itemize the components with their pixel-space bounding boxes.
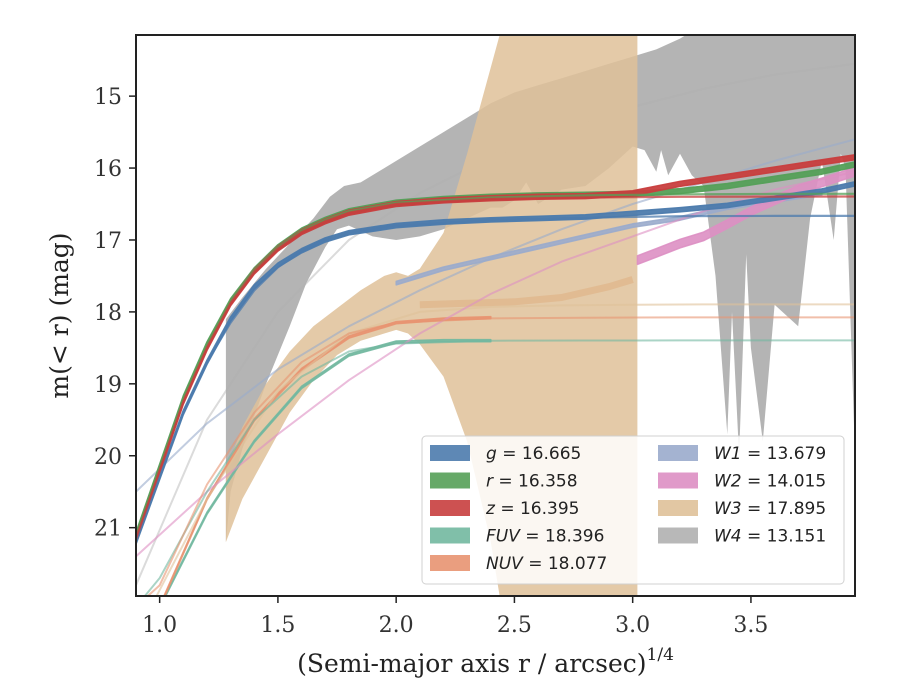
legend-label-nuv: NUV = 18.077 bbox=[486, 554, 607, 574]
legend-label-w2: W2 = 14.015 bbox=[714, 472, 826, 492]
fit-line-nuv bbox=[146, 316, 855, 596]
legend-box bbox=[421, 435, 845, 585]
x-axis-title: (Semi-major axis r / arcsec)1/4 bbox=[297, 645, 674, 678]
x-tick-label: 1.5 bbox=[260, 613, 295, 638]
x-tick-label: 3.0 bbox=[615, 613, 650, 638]
fit-line-w3 bbox=[155, 303, 855, 596]
fit-line-fuv bbox=[143, 339, 855, 596]
legend-swatch-w4 bbox=[658, 527, 698, 544]
legend-swatch-w3 bbox=[658, 500, 698, 516]
y-tick-label: 15 bbox=[94, 85, 122, 110]
legend-label-name: NUV bbox=[486, 554, 524, 574]
legend-label-value: = 16.395 bbox=[495, 499, 580, 519]
legend-label-value: = 13.679 bbox=[742, 444, 827, 464]
legend-label-w4: W4 = 13.151 bbox=[714, 527, 826, 547]
y-tick-label: 18 bbox=[94, 301, 122, 326]
legend-label-z: z = 16.395 bbox=[485, 499, 579, 519]
legend-swatch-fuv bbox=[430, 527, 470, 544]
legend-label-name: r bbox=[486, 472, 494, 492]
fit-line-z bbox=[136, 195, 855, 539]
legend-label-value: = 16.665 bbox=[497, 444, 582, 464]
legend-label-r: r = 16.358 bbox=[486, 472, 578, 492]
legend-swatch-z bbox=[430, 500, 470, 516]
legend-label-value: = 17.895 bbox=[742, 499, 827, 519]
legend-label-name: W3 bbox=[714, 499, 742, 519]
legend-label-name: W2 bbox=[714, 472, 742, 492]
axes: 1.0 1.5 2.0 2.5 3.0 3.5 15 16 17 18 19 20 21 (Semi-ma… bbox=[45, 34, 856, 678]
x-tick-label: 2.0 bbox=[379, 613, 414, 638]
legend-label-name: W4 bbox=[714, 527, 742, 547]
x-tick-label: 2.5 bbox=[497, 613, 532, 638]
x-axis-title-main: (Semi-major axis r / arcsec) bbox=[297, 649, 646, 678]
legend-swatch-w2 bbox=[658, 472, 698, 489]
legend-swatch-r bbox=[430, 472, 470, 489]
legend-label-value: = 16.358 bbox=[493, 472, 578, 492]
legend-swatch-nuv bbox=[430, 555, 470, 571]
x-tick-label: 1.0 bbox=[142, 613, 177, 638]
x-tick-label: 3.5 bbox=[733, 613, 768, 638]
legend-label-name: W1 bbox=[714, 444, 742, 464]
legend-label-value: = 14.015 bbox=[742, 472, 827, 492]
band-w4 bbox=[225, 35, 855, 543]
legend-label-name: z bbox=[485, 499, 496, 519]
y-tick-label: 21 bbox=[94, 517, 122, 542]
median-line-w3 bbox=[419, 276, 634, 309]
y-tick-label: 16 bbox=[94, 157, 122, 182]
fit-line-r bbox=[136, 192, 855, 536]
y-tick-label: 17 bbox=[94, 229, 122, 254]
legend-label-value: = 18.396 bbox=[520, 527, 605, 547]
legend-label-g: g = 16.665 bbox=[486, 444, 581, 464]
legend-label-name: FUV bbox=[486, 527, 521, 547]
legend-label-value: = 13.151 bbox=[742, 527, 827, 547]
legend-swatch-g bbox=[430, 445, 470, 461]
x-axis-title-superscript: 1/4 bbox=[647, 645, 674, 665]
legend-label-fuv: FUV = 18.396 bbox=[486, 527, 604, 547]
legend-swatch-w1 bbox=[658, 445, 698, 461]
plot-frame bbox=[135, 34, 856, 597]
legend-label-w1: W1 = 13.679 bbox=[714, 444, 826, 464]
y-axis-title: m(< r) (mag) bbox=[45, 232, 74, 398]
fit-line-g bbox=[136, 214, 855, 543]
y-tick-label: 20 bbox=[94, 445, 122, 470]
legend-label-name: g bbox=[486, 444, 497, 464]
y-tick-label: 19 bbox=[94, 373, 122, 398]
legend-label-w3: W3 = 17.895 bbox=[714, 499, 826, 519]
legend-label-value: = 18.077 bbox=[523, 554, 608, 574]
